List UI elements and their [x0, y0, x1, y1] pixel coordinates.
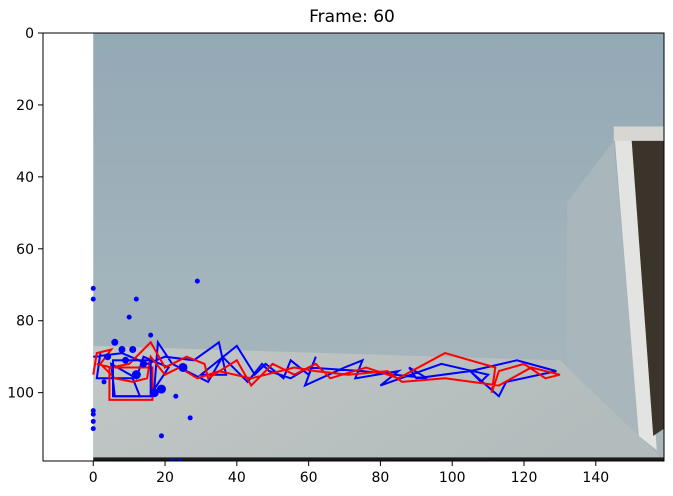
y-tick-label: 40 [16, 170, 34, 186]
feature-point [148, 332, 154, 338]
y-tick-label: 20 [16, 98, 34, 114]
feature-point [126, 314, 132, 320]
x-tick-label: 80 [372, 470, 390, 486]
feature-point [111, 338, 119, 346]
feature-point [176, 458, 182, 461]
feature-point [90, 411, 96, 417]
feature-point [104, 353, 112, 361]
doorway-shadow [631, 140, 664, 436]
background-photo [93, 33, 664, 461]
bounding-box-3 [111, 359, 152, 398]
plot-series [90, 278, 561, 461]
feature-point [90, 408, 96, 414]
feature-point [133, 296, 139, 302]
door-top [613, 126, 664, 141]
y-tick-label: 0 [25, 26, 34, 42]
feature-point [149, 388, 159, 398]
feature-point [140, 360, 148, 368]
y-axis: 0 20 40 60 80 100 [7, 26, 43, 402]
feature-point [101, 379, 107, 385]
feature-point [131, 370, 141, 380]
x-tick-label: 40 [228, 470, 246, 486]
x-tick-label: 60 [300, 470, 318, 486]
feature-point [194, 278, 200, 284]
feature-point [169, 458, 175, 461]
feature-point [122, 356, 130, 364]
x-tick-label: 120 [511, 470, 538, 486]
x-tick-label: 20 [156, 470, 174, 486]
side-wall [567, 140, 639, 436]
trajectory-line-0 [93, 339, 557, 398]
feature-point [118, 346, 126, 354]
bounding-box-2 [108, 366, 154, 401]
feature-point [90, 418, 96, 424]
bottom-bar [93, 457, 664, 461]
y-tick-label: 80 [16, 314, 34, 330]
feature-point [187, 415, 193, 421]
feature-point [156, 384, 166, 394]
door-frame [613, 126, 657, 451]
feature-point [90, 296, 96, 302]
x-axis: 0 20 40 60 80 100 120 140 [89, 461, 609, 486]
feature-point [90, 426, 96, 432]
x-tick-label: 140 [582, 470, 609, 486]
feature-point [158, 433, 164, 439]
y-tick-label: 100 [7, 386, 34, 402]
x-tick-label: 0 [89, 470, 98, 486]
feature-point [129, 346, 137, 354]
chart-title: Frame: 60 [309, 7, 395, 27]
x-tick-label: 100 [439, 470, 466, 486]
feature-point [173, 393, 179, 399]
feature-point [90, 285, 96, 291]
y-tick-label: 60 [16, 242, 34, 258]
trajectory-line-1 [92, 340, 561, 394]
feature-point [178, 362, 188, 372]
axes-frame [42, 32, 665, 462]
